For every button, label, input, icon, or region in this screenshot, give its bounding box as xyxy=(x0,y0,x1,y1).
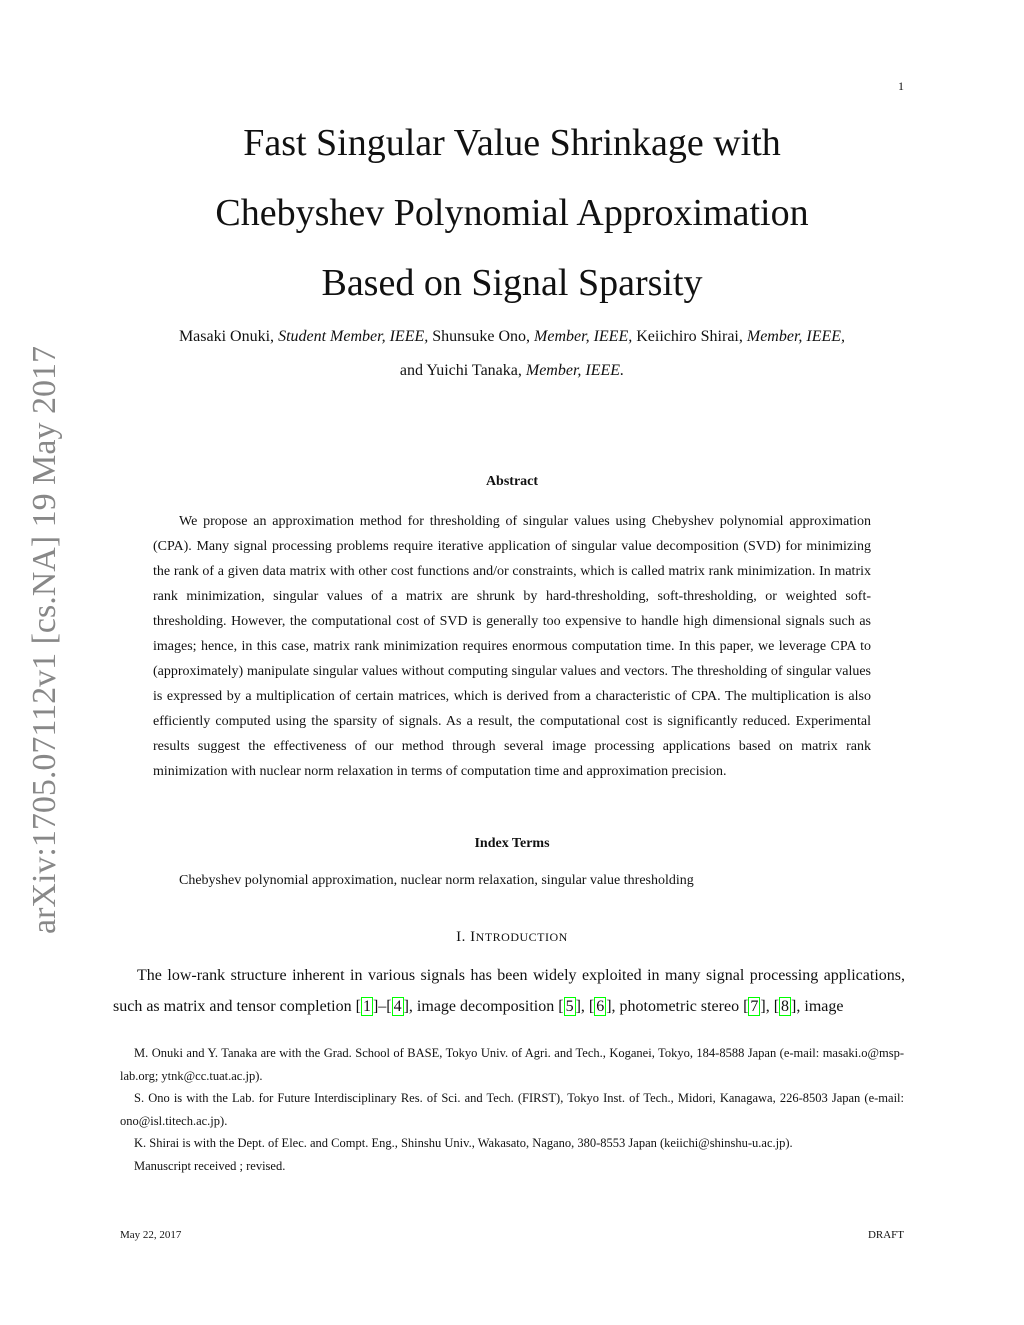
author-role: Member, IEEE. xyxy=(525,362,625,379)
author-name: Masaki Onuki, xyxy=(178,328,279,345)
author-name: Keiichiro Shirai, xyxy=(632,328,747,345)
abstract-text: We propose an approximation method for t… xyxy=(153,514,871,779)
paper-title: Fast Singular Value Shrinkage with Cheby… xyxy=(112,108,912,318)
footnote: M. Onuki and Y. Tanaka are with the Grad… xyxy=(120,1046,904,1083)
section-heading: I. INTRODUCTION xyxy=(456,929,568,945)
citation-link[interactable]: 7 xyxy=(748,997,761,1016)
author-role: Member, IEEE, xyxy=(746,328,846,345)
author-role: Member, IEEE, xyxy=(534,328,633,345)
intro-paragraph: The low-rank structure inherent in vario… xyxy=(113,967,905,1016)
citation-link[interactable]: 6 xyxy=(594,997,607,1016)
author-role: Student Member, IEEE, xyxy=(278,328,429,345)
title-line: Chebyshev Polynomial Approximation xyxy=(215,192,809,234)
author-name: Shunsuke Ono, xyxy=(428,328,535,345)
citation-link[interactable]: 1 xyxy=(360,997,373,1016)
citation-link[interactable]: 4 xyxy=(391,997,404,1016)
title-line: Fast Singular Value Shrinkage with xyxy=(243,122,781,164)
footnote: S. Ono is with the Lab. for Future Inter… xyxy=(120,1091,904,1128)
abstract-heading: Abstract xyxy=(485,474,539,489)
author-list: Masaki Onuki, Student Member, IEEE, Shun… xyxy=(100,320,924,388)
footer-status: DRAFT xyxy=(867,1229,904,1241)
footer-date: May 22, 2017 xyxy=(120,1229,182,1241)
footnote: Manuscript received ; revised. xyxy=(134,1158,286,1173)
author-name: and Yuichi Tanaka, xyxy=(399,362,526,379)
arxiv-stamp: arXiv:1705.07112v1 [cs.NA] 19 May 2017 xyxy=(26,346,63,934)
index-terms-heading: Index Terms xyxy=(474,836,550,851)
page-number: 1 xyxy=(898,79,904,93)
citation-link[interactable]: 8 xyxy=(779,997,792,1016)
index-terms: Chebyshev polynomial approximation, nucl… xyxy=(179,873,694,888)
title-line: Based on Signal Sparsity xyxy=(321,262,703,304)
citation-link[interactable]: 5 xyxy=(563,997,576,1016)
footnote: K. Shirai is with the Dept. of Elec. and… xyxy=(134,1136,793,1150)
footnotes: M. Onuki and Y. Tanaka are with the Grad… xyxy=(120,1042,904,1177)
